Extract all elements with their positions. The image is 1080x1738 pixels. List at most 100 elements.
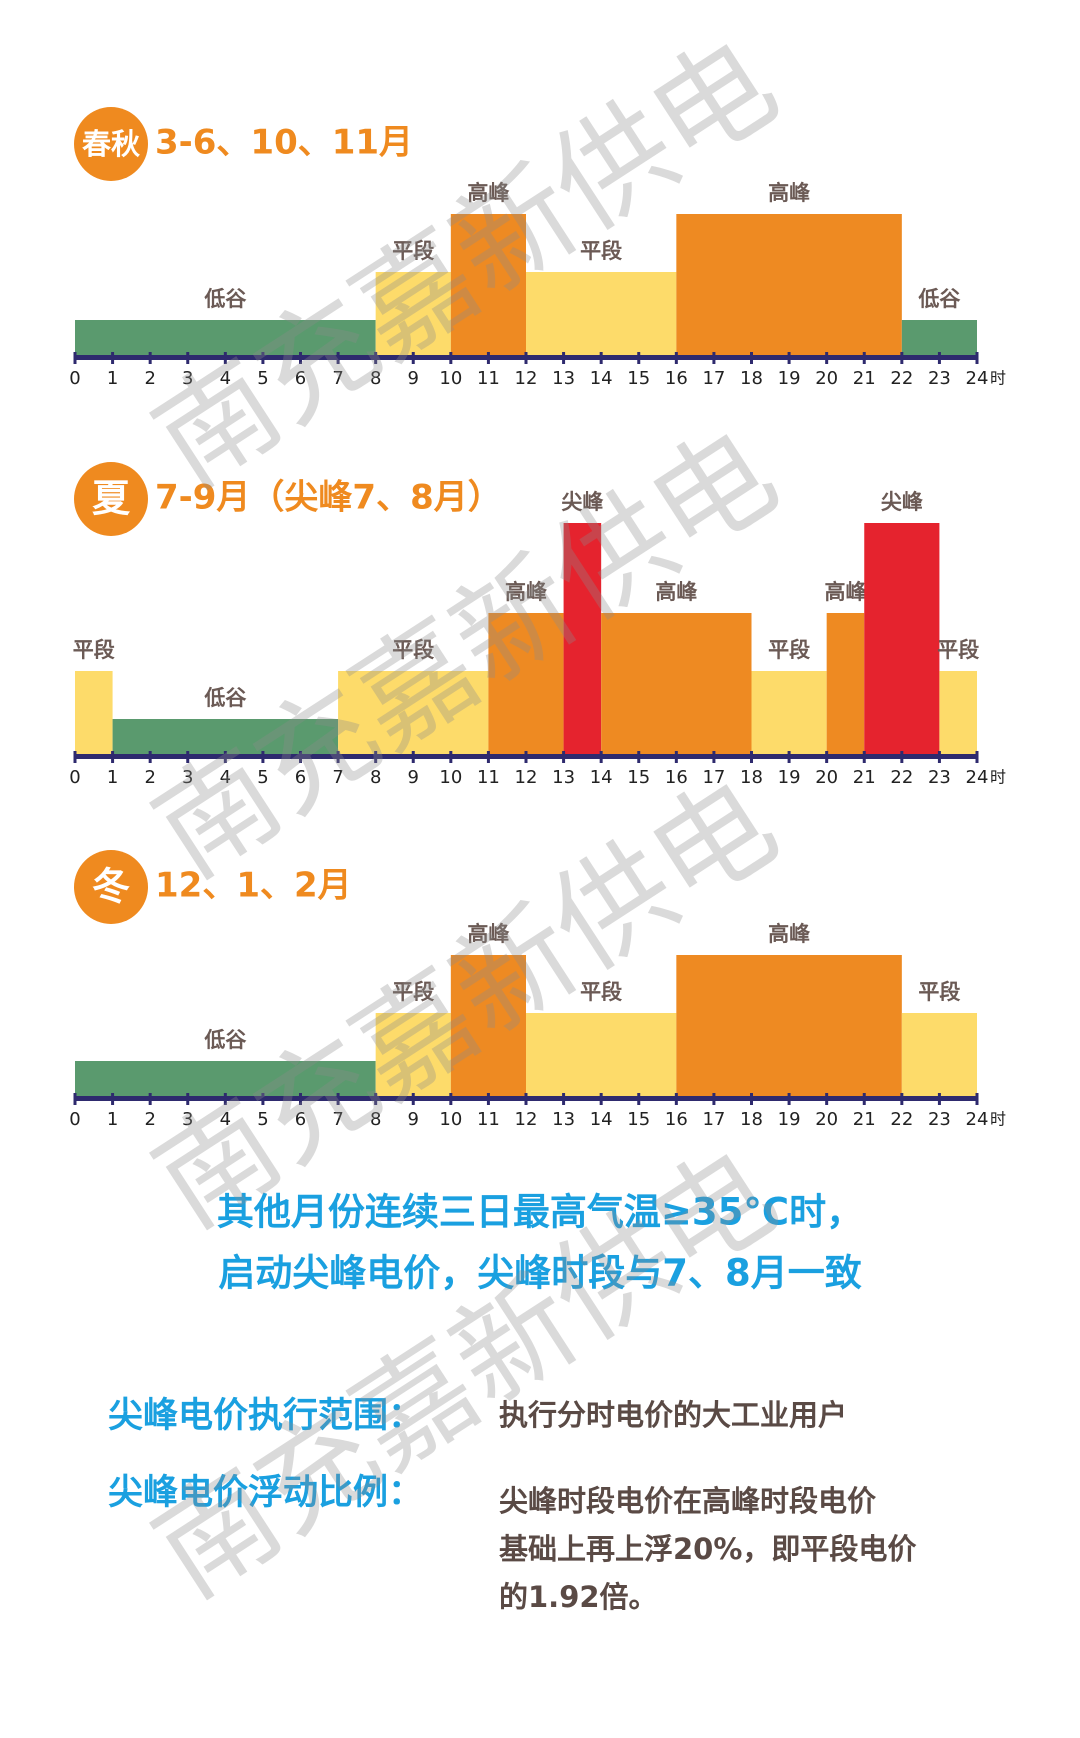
x-unit: 时 [990,1110,1006,1129]
segment-label: 高峰 [505,580,547,604]
x-tick-label: 12 [515,767,538,788]
notice-line: 其他月份连续三日最高气温≥35°C时， [217,1191,863,1234]
x-unit: 时 [990,768,1006,787]
x-tick-label: 9 [408,368,419,389]
x-tick-label: 6 [295,767,306,788]
time-segment [375,1013,451,1098]
time-segment [751,671,827,756]
time-segment [75,1061,376,1098]
segment-label: 高峰 [824,580,866,604]
x-tick-label: 5 [257,767,268,788]
x-tick-label: 2 [144,1109,155,1130]
x-tick-label: 16 [665,368,688,389]
detail-label: 尖峰电价执行范围： [108,1396,423,1436]
segment-label: 低谷 [203,1028,247,1052]
x-tick-label: 3 [182,767,193,788]
segment-label: 高峰 [768,922,810,946]
x-tick-label: 10 [439,368,462,389]
segment-label: 平段 [73,638,115,662]
x-tick-label: 21 [853,767,876,788]
x-tick-label: 19 [778,368,801,389]
x-tick-label: 20 [815,767,838,788]
x-tick-label: 17 [702,767,725,788]
detail-text: 的1.92倍。 [499,1580,658,1614]
x-tick-label: 17 [702,368,725,389]
time-segment [526,272,677,357]
time-segment [488,613,564,756]
segment-label: 低谷 [203,686,247,710]
x-tick-label: 21 [853,368,876,389]
section-title: 7-9月（尖峰7、8月） [155,478,502,518]
time-segment [939,671,977,756]
x-tick-label: 0 [69,1109,80,1130]
x-tick-label: 9 [408,767,419,788]
time-segment [450,214,526,357]
x-tick-label: 12 [515,1109,538,1130]
x-tick-label: 13 [552,767,575,788]
segment-label: 平段 [392,239,434,263]
x-tick-label: 8 [370,1109,381,1130]
x-tick-label: 24 [966,368,989,389]
x-tick-label: 0 [69,767,80,788]
x-tick-label: 10 [439,767,462,788]
segment-label: 低谷 [203,287,247,311]
x-tick-label: 15 [627,767,650,788]
segment-label: 高峰 [655,580,697,604]
segment-label: 高峰 [467,922,509,946]
segment-label: 平段 [580,239,622,263]
x-tick-label: 13 [552,1109,575,1130]
x-tick-label: 17 [702,1109,725,1130]
x-tick-label: 8 [370,767,381,788]
x-tick-label: 24 [966,767,989,788]
x-tick-label: 16 [665,767,688,788]
x-tick-label: 19 [778,1109,801,1130]
time-segment [526,1013,677,1098]
x-tick-label: 5 [257,368,268,389]
x-tick-label: 11 [477,368,500,389]
time-segment [676,955,902,1098]
segment-label: 尖峰 [561,490,603,514]
x-unit: 时 [990,369,1006,388]
x-tick-label: 2 [144,767,155,788]
badge-circle [74,107,148,181]
x-tick-label: 23 [928,1109,951,1130]
x-tick-label: 13 [552,368,575,389]
time-segment [601,613,752,756]
x-tick-label: 15 [627,1109,650,1130]
x-tick-label: 18 [740,1109,763,1130]
segment-label: 平段 [392,638,434,662]
x-tick-label: 5 [257,1109,268,1130]
time-segment [676,214,902,357]
badge-text: 冬 [92,865,130,909]
segment-label: 平段 [918,980,960,1004]
x-tick-label: 15 [627,368,650,389]
x-tick-label: 16 [665,1109,688,1130]
x-tick-label: 12 [515,368,538,389]
x-tick-label: 20 [815,1109,838,1130]
x-tick-label: 1 [107,368,118,389]
badge-circle [74,462,148,536]
time-segment [75,320,376,357]
x-tick-label: 6 [295,368,306,389]
x-tick-label: 2 [144,368,155,389]
time-segment [901,320,977,357]
x-tick-label: 7 [332,368,343,389]
badge-text: 夏 [92,477,131,521]
x-tick-label: 4 [220,767,231,788]
x-tick-label: 22 [890,767,913,788]
segment-label: 平段 [768,638,810,662]
segment-label: 平段 [937,638,979,662]
x-tick-label: 18 [740,767,763,788]
x-tick-label: 23 [928,767,951,788]
time-segment [375,272,451,357]
x-tick-label: 3 [182,1109,193,1130]
segment-label: 平段 [392,980,434,1004]
x-tick-label: 19 [778,767,801,788]
badge-circle [74,850,148,924]
x-tick-label: 6 [295,1109,306,1130]
x-tick-label: 0 [69,368,80,389]
x-tick-label: 7 [332,767,343,788]
segment-label: 平段 [580,980,622,1004]
segment-label: 高峰 [467,181,509,205]
detail-text: 执行分时电价的大工业用户 [499,1398,847,1432]
